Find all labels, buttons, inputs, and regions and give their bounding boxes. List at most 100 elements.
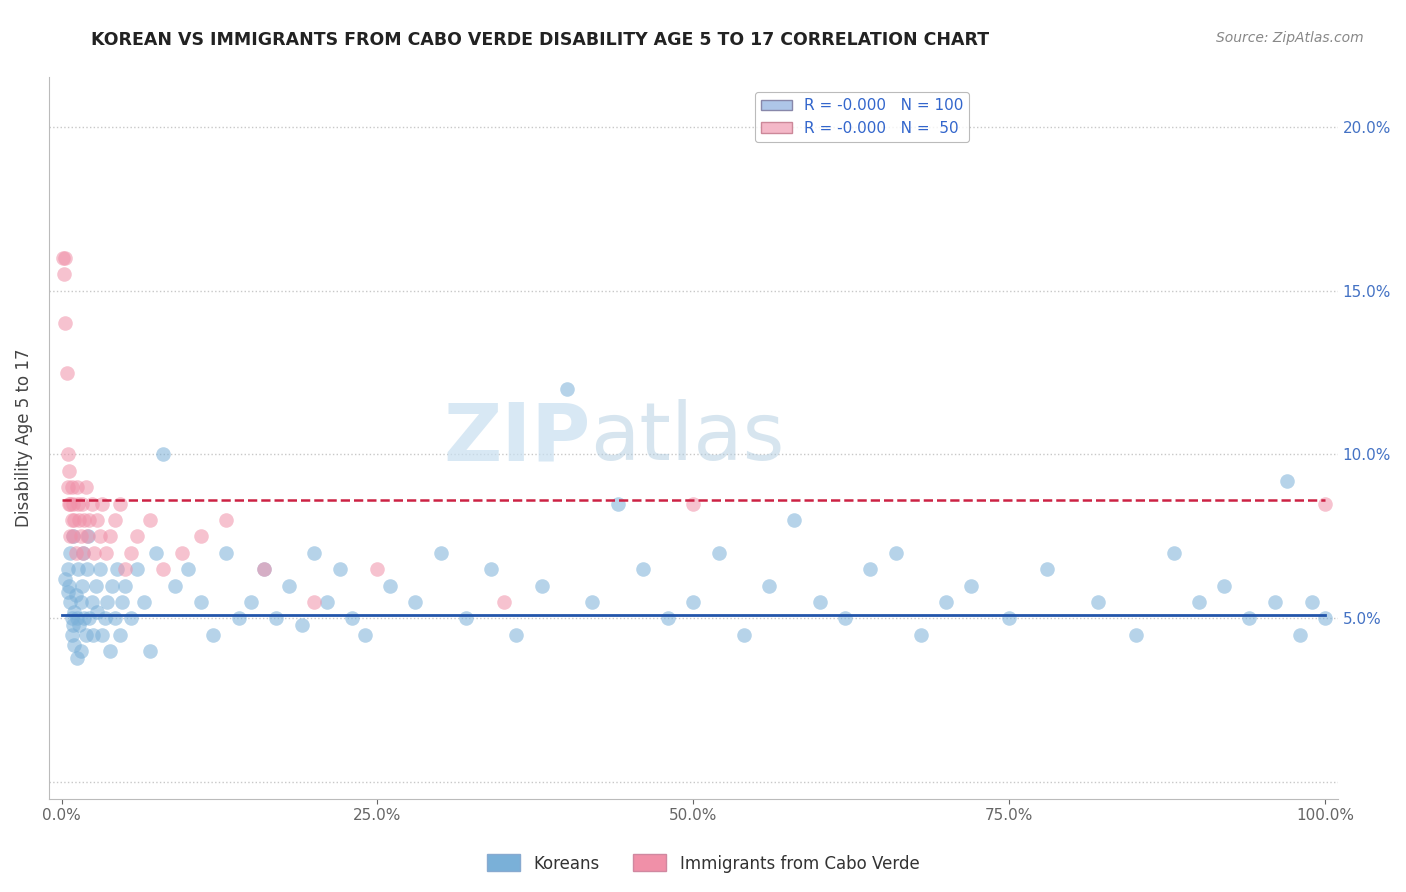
Point bbox=[114, 579, 136, 593]
Point bbox=[60, 628, 83, 642]
Point bbox=[104, 611, 127, 625]
Y-axis label: Disability Age 5 to 17: Disability Age 5 to 17 bbox=[15, 349, 32, 527]
Point bbox=[177, 562, 200, 576]
Point bbox=[1036, 562, 1059, 576]
Point bbox=[479, 562, 502, 576]
Point bbox=[1277, 474, 1299, 488]
Point bbox=[429, 546, 451, 560]
Point bbox=[1087, 595, 1109, 609]
Point bbox=[98, 529, 121, 543]
Point bbox=[935, 595, 957, 609]
Point bbox=[76, 529, 98, 543]
Point bbox=[80, 497, 103, 511]
Point bbox=[59, 546, 82, 560]
Point bbox=[859, 562, 882, 576]
Point bbox=[91, 497, 114, 511]
Point bbox=[63, 638, 86, 652]
Point bbox=[69, 595, 91, 609]
Point bbox=[77, 529, 100, 543]
Point bbox=[101, 579, 124, 593]
Point bbox=[67, 618, 90, 632]
Point bbox=[75, 628, 97, 642]
Point bbox=[366, 562, 388, 576]
Point bbox=[84, 579, 107, 593]
Text: Source: ZipAtlas.com: Source: ZipAtlas.com bbox=[1216, 31, 1364, 45]
Point bbox=[93, 611, 115, 625]
Point bbox=[304, 595, 326, 609]
Point bbox=[86, 513, 108, 527]
Point bbox=[253, 562, 276, 576]
Point bbox=[69, 529, 91, 543]
Point bbox=[111, 595, 134, 609]
Point bbox=[69, 644, 91, 658]
Point bbox=[55, 251, 77, 265]
Point bbox=[70, 579, 93, 593]
Point bbox=[83, 546, 105, 560]
Point bbox=[492, 595, 515, 609]
Point bbox=[66, 480, 89, 494]
Point bbox=[98, 644, 121, 658]
Point bbox=[884, 546, 907, 560]
Point bbox=[67, 513, 90, 527]
Point bbox=[190, 595, 212, 609]
Point bbox=[86, 605, 108, 619]
Point bbox=[316, 595, 339, 609]
Point bbox=[76, 562, 98, 576]
Point bbox=[73, 611, 96, 625]
Point bbox=[733, 628, 755, 642]
Point bbox=[63, 513, 86, 527]
Point bbox=[404, 595, 426, 609]
Point bbox=[108, 497, 131, 511]
Point bbox=[60, 513, 83, 527]
Point bbox=[62, 529, 84, 543]
Point bbox=[1188, 595, 1211, 609]
Legend: R = -0.000   N = 100, R = -0.000   N =  50: R = -0.000 N = 100, R = -0.000 N = 50 bbox=[755, 92, 969, 142]
Text: KOREAN VS IMMIGRANTS FROM CABO VERDE DISABILITY AGE 5 TO 17 CORRELATION CHART: KOREAN VS IMMIGRANTS FROM CABO VERDE DIS… bbox=[91, 31, 990, 49]
Point bbox=[67, 497, 90, 511]
Point bbox=[454, 611, 477, 625]
Point bbox=[1313, 497, 1336, 511]
Point bbox=[67, 562, 90, 576]
Point bbox=[70, 497, 93, 511]
Text: ZIP: ZIP bbox=[443, 399, 591, 477]
Point bbox=[56, 480, 79, 494]
Point bbox=[1213, 579, 1236, 593]
Point bbox=[58, 579, 80, 593]
Point bbox=[89, 562, 111, 576]
Point bbox=[120, 611, 142, 625]
Point bbox=[114, 562, 136, 576]
Point bbox=[1264, 595, 1286, 609]
Point bbox=[60, 611, 83, 625]
Point bbox=[79, 611, 101, 625]
Point bbox=[127, 529, 149, 543]
Point bbox=[65, 589, 87, 603]
Point bbox=[59, 529, 82, 543]
Point bbox=[55, 572, 77, 586]
Point bbox=[329, 562, 352, 576]
Point bbox=[682, 497, 704, 511]
Point bbox=[342, 611, 364, 625]
Point bbox=[1289, 628, 1312, 642]
Point bbox=[165, 579, 187, 593]
Point bbox=[581, 595, 603, 609]
Point bbox=[758, 579, 780, 593]
Point bbox=[59, 497, 82, 511]
Point bbox=[75, 480, 97, 494]
Point bbox=[505, 628, 527, 642]
Point bbox=[202, 628, 225, 642]
Point bbox=[998, 611, 1021, 625]
Point bbox=[127, 562, 149, 576]
Point bbox=[304, 546, 326, 560]
Point bbox=[139, 513, 162, 527]
Point bbox=[291, 618, 314, 632]
Point bbox=[55, 366, 77, 380]
Point bbox=[190, 529, 212, 543]
Point bbox=[80, 595, 103, 609]
Point bbox=[59, 595, 82, 609]
Point bbox=[108, 628, 131, 642]
Point bbox=[120, 546, 142, 560]
Point bbox=[79, 513, 101, 527]
Point bbox=[808, 595, 831, 609]
Point bbox=[278, 579, 301, 593]
Point bbox=[378, 579, 401, 593]
